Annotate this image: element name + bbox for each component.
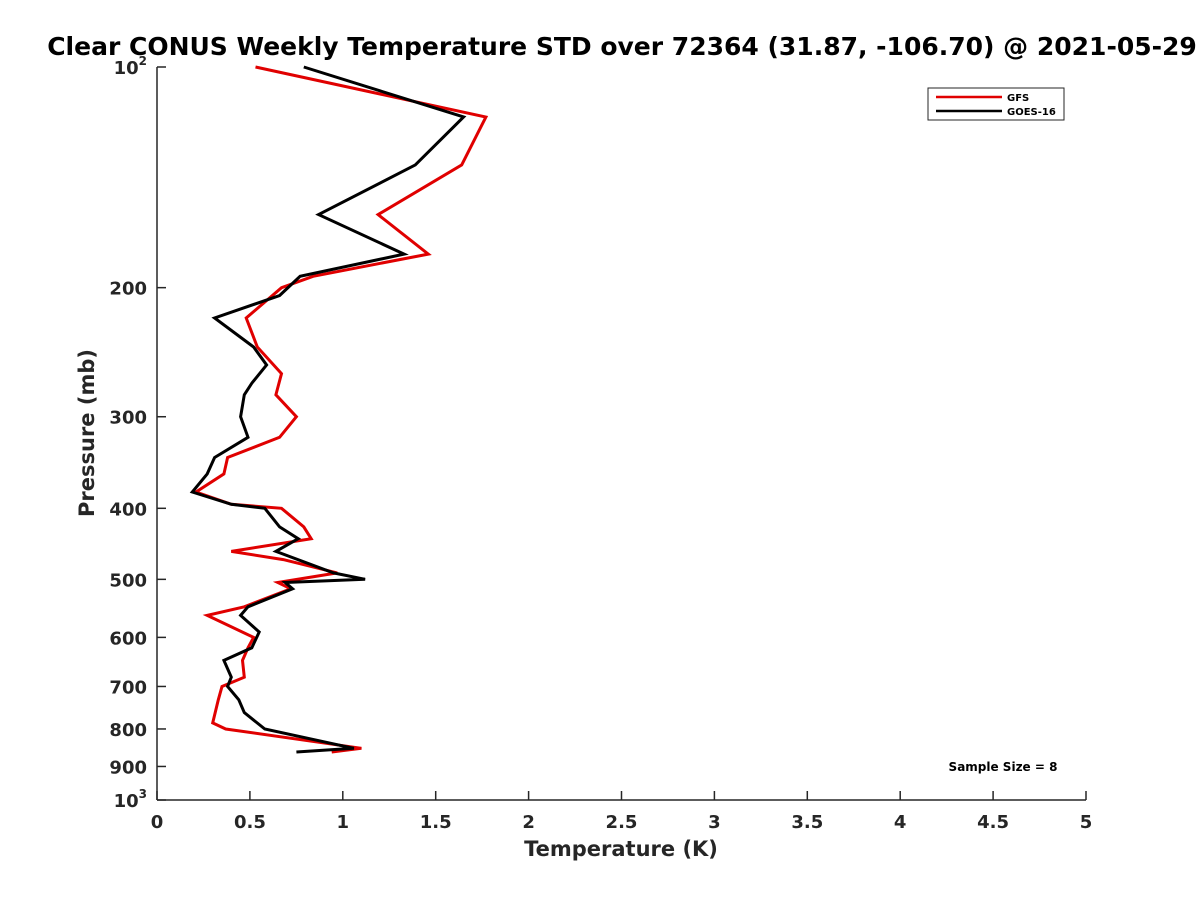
- y-tick-label: 300: [109, 408, 147, 429]
- y-tick-label: 700: [109, 677, 147, 698]
- y-tick-label: 103: [114, 787, 147, 812]
- x-tick-label: 5: [1080, 812, 1093, 833]
- x-tick-label: 3.5: [791, 812, 823, 833]
- chart-title: Clear CONUS Weekly Temperature STD over …: [47, 32, 1197, 61]
- y-tick-base: 10: [114, 58, 139, 79]
- y-tick-label: 600: [109, 628, 147, 649]
- y-tick-base: 700: [109, 677, 147, 698]
- x-tick-label: 3: [708, 812, 721, 833]
- x-tick-label: 4: [894, 812, 907, 833]
- x-tick-label: 0.5: [234, 812, 266, 833]
- x-tick-label: 2.5: [606, 812, 638, 833]
- y-tick-label: 500: [109, 570, 147, 591]
- y-tick-base: 300: [109, 408, 147, 429]
- sample-size-annotation: Sample Size = 8: [949, 760, 1058, 774]
- x-axis-label: Temperature (K): [524, 837, 718, 861]
- series-layer: [189, 65, 489, 754]
- y-tick-base: 200: [109, 279, 147, 300]
- y-tick-label: 800: [109, 720, 147, 741]
- x-tick-label: 0: [151, 812, 164, 833]
- y-tick-base: 10: [114, 791, 139, 812]
- y-tick-base: 400: [109, 499, 147, 520]
- x-tick-label: 2: [522, 812, 535, 833]
- y-tick-base: 600: [109, 628, 147, 649]
- y-tick-base: 500: [109, 570, 147, 591]
- y-tick-base: 900: [109, 757, 147, 778]
- y-tick-label: 900: [109, 757, 147, 778]
- x-ticks: 0 0.5 1 1.5 2 2.5 3 3.5 4 4.5 5: [151, 791, 1093, 833]
- axes: [156, 67, 1086, 801]
- y-tick-label: 102: [114, 54, 147, 79]
- legend-label-gfs: GFS: [1007, 93, 1029, 104]
- y-tick-exponent: 2: [139, 54, 147, 68]
- x-tick-label: 1.5: [420, 812, 452, 833]
- x-tick-label: 4.5: [977, 812, 1009, 833]
- series-line-gfs: [192, 65, 489, 754]
- x-tick-label: 1: [337, 812, 350, 833]
- series-line-goes16: [189, 65, 467, 754]
- y-tick-label: 400: [109, 499, 147, 520]
- legend-box: [927, 87, 1065, 121]
- y-tick-label: 200: [109, 279, 147, 300]
- legend: GFS GOES-16: [927, 87, 1065, 121]
- y-tick-exponent: 3: [139, 787, 147, 801]
- y-axis-label: Pressure (mb): [75, 349, 99, 517]
- legend-label-goes16: GOES-16: [1007, 107, 1056, 118]
- y-tick-base: 800: [109, 720, 147, 741]
